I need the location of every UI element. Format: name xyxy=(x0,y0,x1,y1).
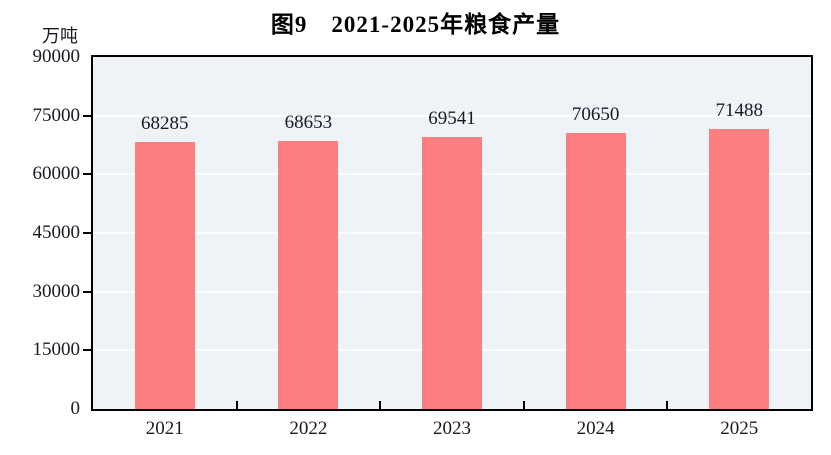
plot-area: 68285 68653 69541 70650 71488 xyxy=(91,55,813,411)
bar-value-label: 69541 xyxy=(428,108,476,130)
bar-value-label: 71488 xyxy=(715,100,763,122)
bar-value-label: 70650 xyxy=(571,103,620,125)
y-axis-tick-mark xyxy=(83,114,91,117)
x-axis-tick-mark xyxy=(379,401,382,409)
bar-2022 xyxy=(278,140,339,409)
chart-title: 图9 2021-2025年粮食产量 xyxy=(270,12,561,37)
bar-2023 xyxy=(422,137,482,409)
y-tick-label: 75000 xyxy=(32,104,81,126)
x-axis-tick-labels: 2021 2022 2023 2024 2025 xyxy=(93,417,811,443)
y-axis-tick-mark xyxy=(83,232,91,234)
x-axis-tick-mark xyxy=(666,401,669,409)
y-tick-label: 60000 xyxy=(32,163,81,185)
y-tick-label: 15000 xyxy=(32,339,81,361)
bar-2024 xyxy=(565,132,626,409)
y-axis-tick-labels: 0 15000 30000 45000 60000 75000 90000 xyxy=(0,46,81,419)
y-axis-unit-label: 万吨 xyxy=(42,26,78,46)
bar-value-label: 68285 xyxy=(141,112,189,134)
y-axis-tick-mark xyxy=(83,290,91,293)
y-tick-label: 0 xyxy=(70,398,81,419)
gridline xyxy=(93,114,811,117)
y-axis-tick-mark xyxy=(83,173,91,176)
x-axis-tick-mark xyxy=(522,401,525,409)
y-tick-label: 90000 xyxy=(32,46,81,67)
bar-2025 xyxy=(709,129,770,409)
x-axis-tick-mark xyxy=(235,401,238,409)
x-tick-label: 2024 xyxy=(576,418,615,439)
bar-value-label: 68653 xyxy=(284,111,333,133)
x-tick-label: 2022 xyxy=(289,418,328,439)
x-tick-label: 2021 xyxy=(145,418,184,439)
y-axis-tick-marks xyxy=(83,57,91,409)
x-tick-label: 2023 xyxy=(432,418,471,439)
x-tick-label: 2025 xyxy=(720,418,759,439)
bar-2021 xyxy=(134,141,195,409)
y-tick-label: 30000 xyxy=(32,280,81,302)
y-axis-tick-mark xyxy=(83,349,91,352)
y-tick-label: 45000 xyxy=(32,222,81,243)
